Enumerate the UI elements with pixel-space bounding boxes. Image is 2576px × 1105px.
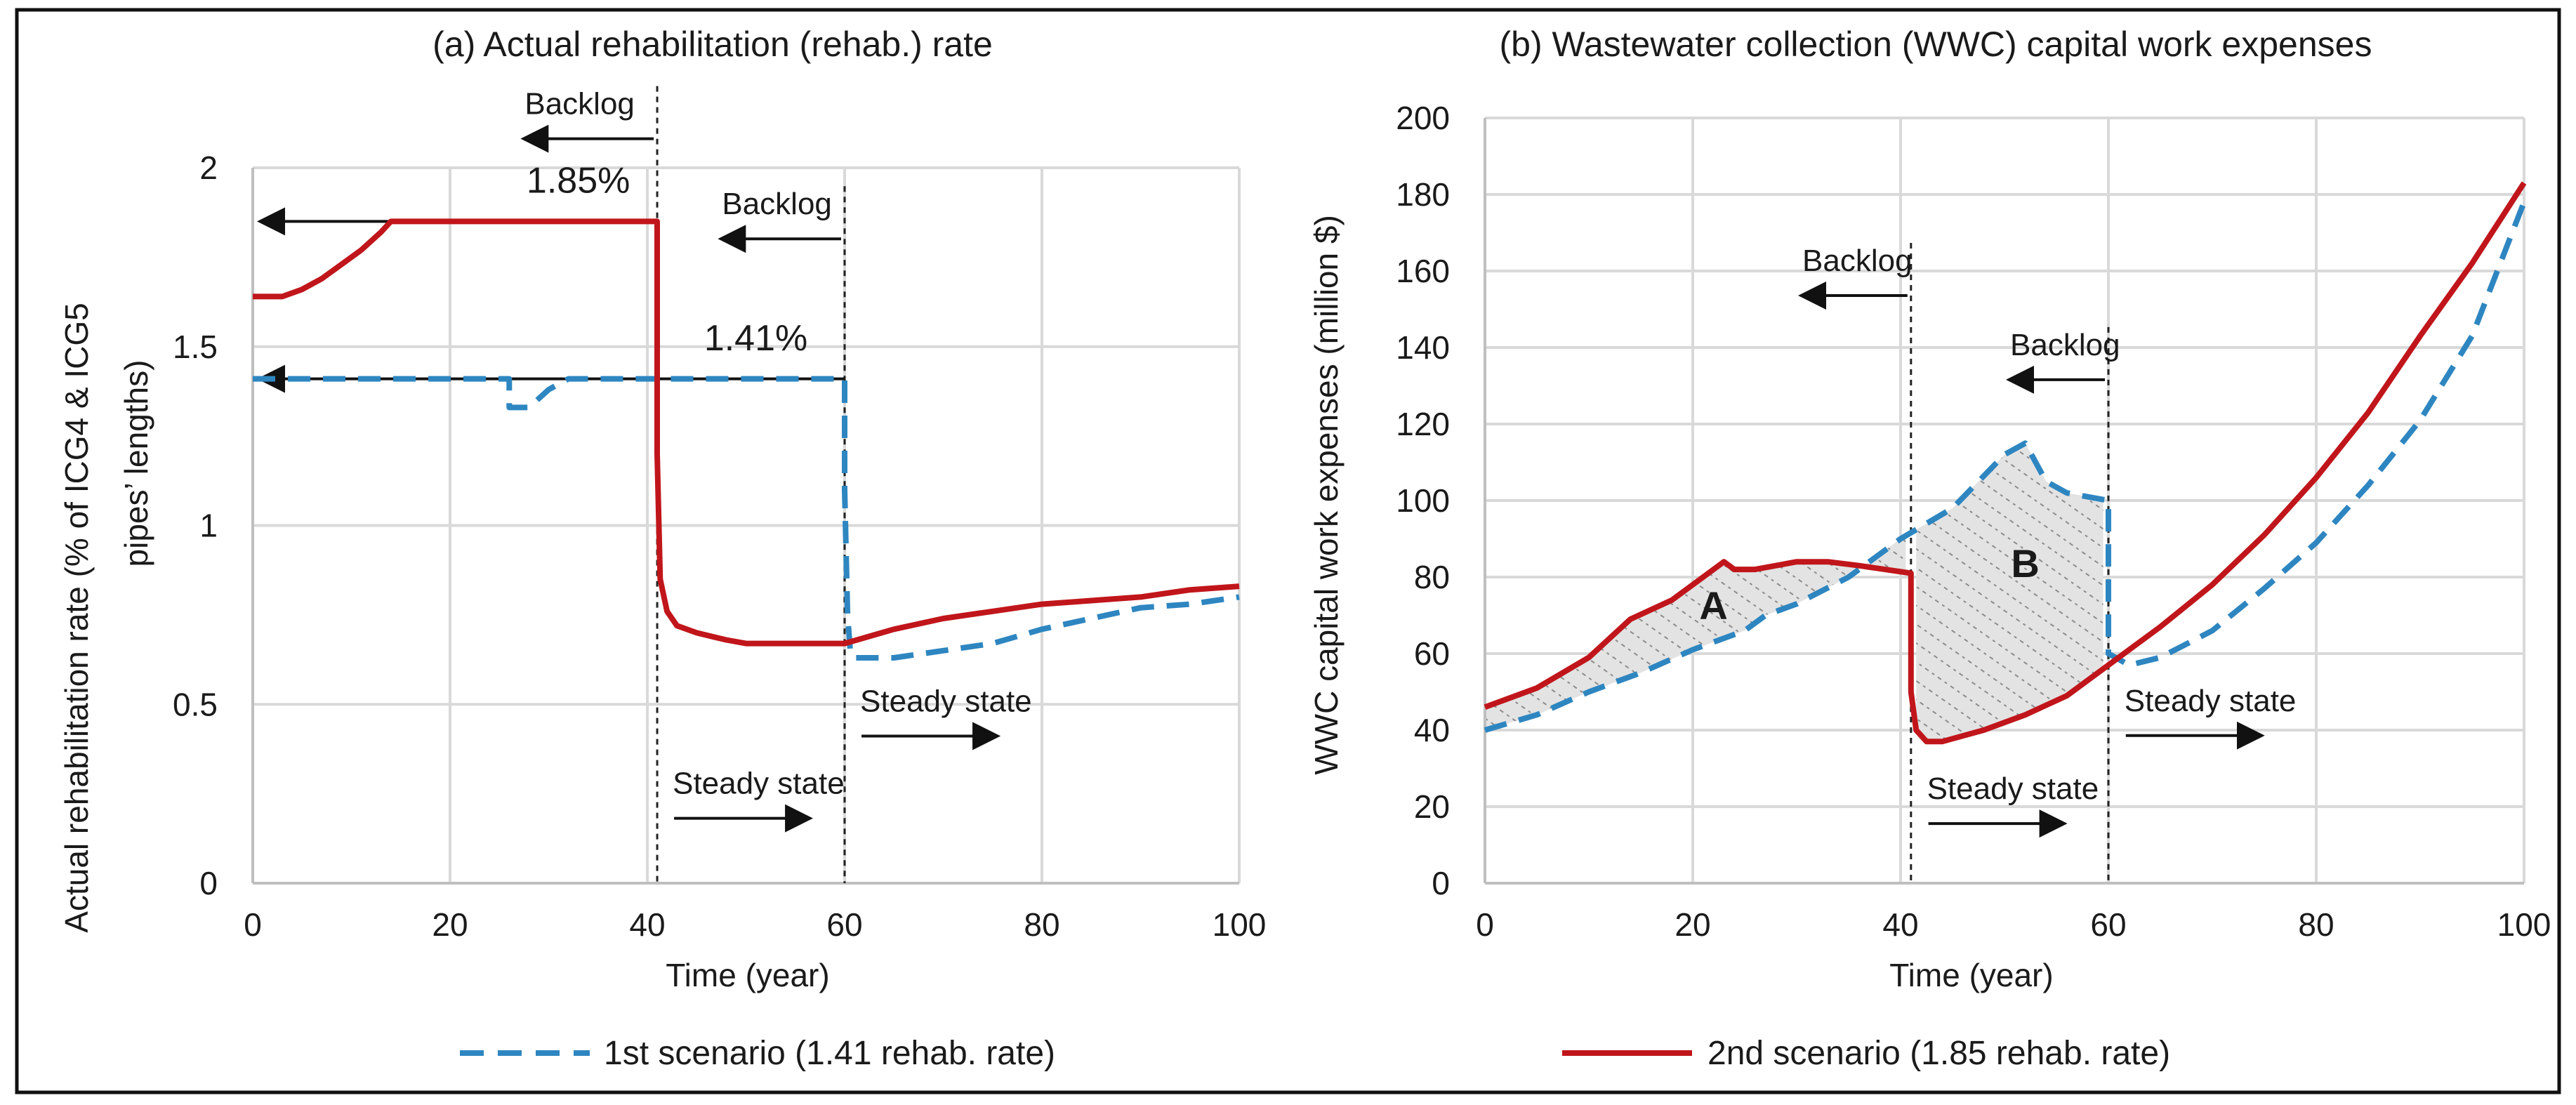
series-2-line bbox=[1484, 181, 2527, 745]
panel-b-series bbox=[1484, 181, 2527, 745]
panel-b-wwc-expenses: (b) Wastewater collection (WWC) capital … bbox=[1308, 25, 2551, 993]
steady-state-label: Steady state bbox=[1927, 772, 2099, 806]
backlog-label: Backlog bbox=[524, 87, 635, 121]
x-tick-label: 100 bbox=[2497, 906, 2551, 943]
x-tick-label: 80 bbox=[2298, 906, 2334, 943]
region-label-b: B bbox=[2011, 541, 2039, 585]
backlog-label: Backlog bbox=[722, 187, 832, 221]
y-tick-label: 140 bbox=[1396, 329, 1450, 366]
panel-b-gridlines bbox=[1485, 117, 2525, 883]
y-tick-label: 200 bbox=[1396, 100, 1450, 136]
region-b-fill bbox=[1916, 443, 2103, 742]
panel-a-annotation-labels: 1.85% 1.41% Backlog Backlog Steady state Stea… bbox=[524, 87, 1031, 801]
x-tick-label: 60 bbox=[2090, 906, 2126, 943]
y-tick-label: 0 bbox=[1432, 865, 1450, 901]
panel-b-x-axis-label: Time (year) bbox=[1889, 957, 2053, 993]
panel-a-title: (a) Actual rehabilitation (rehab.) rate bbox=[432, 25, 993, 64]
panel-b-axes bbox=[1484, 118, 2524, 885]
y-tick-label: 40 bbox=[1414, 712, 1450, 748]
x-tick-label: 80 bbox=[1024, 906, 1059, 943]
y-tick-label: 120 bbox=[1396, 406, 1450, 442]
x-tick-label: 20 bbox=[1675, 906, 1710, 943]
rate-value-label: 1.85% bbox=[527, 161, 630, 201]
y-tick-label: 2 bbox=[199, 150, 218, 186]
rate-value-label: 1.41% bbox=[704, 318, 807, 359]
panel-b-y-ticks: 0 20 40 60 80 100 120 140 160 180 200 bbox=[1396, 100, 1450, 901]
panel-b-annotations bbox=[1798, 243, 2265, 883]
panel-a-x-axis-label: Time (year) bbox=[666, 957, 829, 993]
x-tick-label: 20 bbox=[432, 906, 468, 943]
panel-a-series bbox=[253, 218, 1240, 661]
panel-a-y-axis-label-line1: Actual rehabilitation rate (% of ICG4 & … bbox=[58, 303, 95, 932]
backlog-label: Backlog bbox=[1802, 244, 1913, 278]
panel-b-annotation-labels: A B Backlog Backlog Steady state Steady state bbox=[1699, 244, 2296, 806]
y-tick-label: 60 bbox=[1414, 635, 1450, 672]
legend: 1st scenario (1.41 rehab. rate) 2nd scen… bbox=[460, 1035, 2170, 1072]
panel-a-annotations bbox=[257, 86, 1001, 883]
panel-a-y-ticks: 0 0.5 1 1.5 2 bbox=[173, 150, 218, 901]
steady-state-label: Steady state bbox=[673, 767, 845, 801]
panel-a-rehab-rate: (a) Actual rehabilitation (rehab.) rate … bbox=[58, 25, 1266, 993]
legend-label-series1: 1st scenario (1.41 rehab. rate) bbox=[604, 1035, 1055, 1072]
panel-b-regions bbox=[1485, 443, 2103, 742]
panel-b-title: (b) Wastewater collection (WWC) capital … bbox=[1500, 25, 2372, 64]
panel-b-y-axis-label: WWC capital work expenses (million $) bbox=[1308, 215, 1345, 775]
x-tick-label: 60 bbox=[826, 906, 862, 943]
x-tick-label: 0 bbox=[1476, 906, 1494, 943]
y-tick-label: 80 bbox=[1414, 559, 1450, 595]
y-tick-label: 100 bbox=[1396, 482, 1450, 519]
panel-a-gridlines bbox=[253, 166, 1241, 883]
y-tick-label: 20 bbox=[1414, 788, 1450, 825]
y-tick-label: 1 bbox=[199, 508, 218, 544]
panel-a-y-axis-label-line2: pipes’ lengths) bbox=[118, 360, 154, 567]
steady-state-label: Steady state bbox=[2125, 684, 2297, 718]
region-label-a: A bbox=[1699, 583, 1727, 628]
series-1-line bbox=[253, 376, 1240, 661]
y-tick-label: 0 bbox=[199, 865, 218, 901]
steady-state-label: Steady state bbox=[860, 684, 1032, 718]
series-1-line bbox=[1484, 201, 2527, 733]
legend-label-series2: 2nd scenario (1.85 rehab. rate) bbox=[1708, 1035, 2170, 1072]
panel-a-x-ticks: 0 20 40 60 80 100 bbox=[244, 906, 1266, 943]
series-2-line bbox=[253, 218, 1240, 647]
figure-frame bbox=[15, 8, 2561, 1094]
panel-a-axes bbox=[251, 168, 1239, 885]
y-tick-label: 180 bbox=[1396, 176, 1450, 213]
backlog-label: Backlog bbox=[2010, 328, 2120, 362]
x-tick-label: 40 bbox=[629, 906, 665, 943]
region-a-fill bbox=[1485, 536, 1906, 730]
x-tick-label: 0 bbox=[244, 906, 262, 943]
y-tick-label: 0.5 bbox=[173, 686, 218, 722]
x-tick-label: 100 bbox=[1213, 906, 1267, 943]
x-tick-label: 40 bbox=[1882, 906, 1918, 943]
y-tick-label: 160 bbox=[1396, 253, 1450, 289]
y-tick-label: 1.5 bbox=[173, 329, 218, 365]
panel-b-x-ticks: 0 20 40 60 80 100 bbox=[1476, 906, 2551, 943]
